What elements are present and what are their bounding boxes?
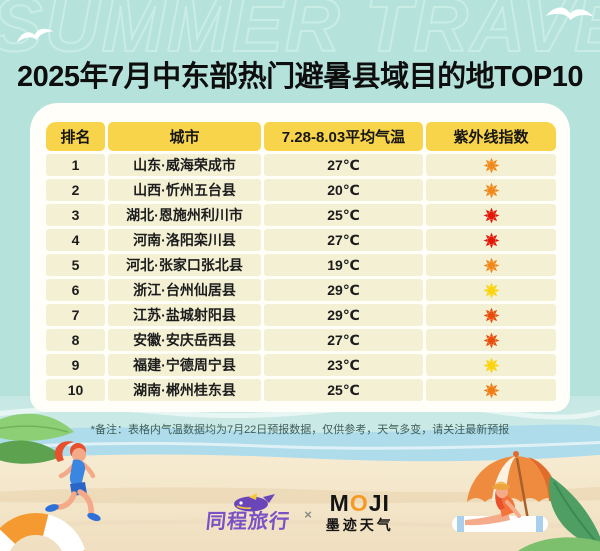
temp-cell: 19℃ [264, 254, 423, 276]
swim-ring-icon [0, 513, 86, 551]
palm-leaves-icon [0, 413, 74, 464]
temp-cell: 27℃ [264, 329, 423, 351]
rank-cell: 6 [46, 279, 105, 301]
seagull-icon [16, 28, 54, 43]
uv-cell [426, 329, 556, 351]
rank-cell: 9 [46, 354, 105, 376]
logo-separator: × [304, 507, 312, 522]
city-cell: 安徽·安庆岳西县 [108, 329, 261, 351]
col-header-city: 城市 [108, 122, 261, 151]
uv-cell [426, 179, 556, 201]
uv-cell [426, 204, 556, 226]
moji-o-ring: O [349, 490, 369, 516]
uv-cell [426, 354, 556, 376]
city-cell: 浙江·台州仙居县 [108, 279, 261, 301]
rank-cell: 4 [46, 229, 105, 251]
ranking-table: 排名 城市 7.28-8.03平均气温 紫外线指数 1 山东·威海荣成市 27℃… [46, 122, 556, 401]
uv-sun-icon [483, 332, 499, 348]
seagull-icon [545, 7, 594, 21]
col-header-avg-temp: 7.28-8.03平均气温 [264, 122, 423, 151]
tongcheng-logo: 同程旅行 [205, 493, 292, 533]
uv-cell [426, 229, 556, 251]
uv-sun-icon [483, 307, 499, 323]
temp-cell: 23℃ [264, 354, 423, 376]
uv-cell [426, 279, 556, 301]
footer-logos: 同程旅行 × MOJI 墨迹天气 [0, 490, 600, 534]
col-header-uv-index: 紫外线指数 [426, 122, 556, 151]
temp-cell: 29℃ [264, 279, 423, 301]
uv-sun-icon [483, 207, 499, 223]
rank-cell: 5 [46, 254, 105, 276]
running-woman-icon [45, 441, 101, 522]
uv-sun-icon [483, 182, 499, 198]
tongcheng-logo-text: 同程旅行 [205, 511, 292, 533]
rank-cell: 3 [46, 204, 105, 226]
footnote: *备注：表格内气温数据均为7月22日预报数据，仅供参考，天气多变，请关注最新预报 [90, 424, 510, 436]
city-cell: 河北·张家口张北县 [108, 254, 261, 276]
temp-cell: 20℃ [264, 179, 423, 201]
sitting-woman-icon [452, 481, 548, 532]
uv-cell [426, 304, 556, 326]
moji-logo: MOJI 墨迹天气 [325, 490, 394, 533]
rank-cell: 8 [46, 329, 105, 351]
rank-cell: 10 [46, 379, 105, 401]
temp-cell: 29℃ [264, 304, 423, 326]
rank-cell: 1 [46, 154, 105, 176]
uv-sun-icon [483, 232, 499, 248]
uv-sun-icon [483, 282, 499, 298]
city-cell: 江苏·盐城射阳县 [108, 304, 261, 326]
temp-cell: 27℃ [264, 154, 423, 176]
uv-sun-icon [483, 357, 499, 373]
col-header-rank: 排名 [46, 122, 105, 151]
temp-cell: 25℃ [264, 204, 423, 226]
city-cell: 福建·宁德周宁县 [108, 354, 261, 376]
rank-cell: 2 [46, 179, 105, 201]
tropical-leaf-icon [518, 476, 600, 551]
city-cell: 山东·威海荣成市 [108, 154, 261, 176]
watermark-summer-travel: SUMMER TRAVEL [0, 0, 600, 69]
uv-cell [426, 254, 556, 276]
moji-logo-chinese: 墨迹天气 [325, 517, 394, 533]
temp-cell: 27℃ [264, 229, 423, 251]
city-cell: 河南·洛阳栾川县 [108, 229, 261, 251]
uv-cell [426, 379, 556, 401]
city-cell: 山西·忻州五台县 [108, 179, 261, 201]
uv-sun-icon [483, 382, 499, 398]
temp-cell: 25℃ [264, 379, 423, 401]
page-title: 2025年7月中东部热门避暑县域目的地TOP10 [17, 61, 584, 93]
uv-cell [426, 154, 556, 176]
uv-sun-icon [483, 257, 499, 273]
city-cell: 湖南·郴州桂东县 [108, 379, 261, 401]
ranking-card: 排名 城市 7.28-8.03平均气温 紫外线指数 1 山东·威海荣成市 27℃… [30, 103, 570, 412]
rank-cell: 7 [46, 304, 105, 326]
moji-logo-wordmark: MOJI [329, 490, 390, 516]
tongcheng-whale-icon [234, 493, 276, 512]
beach-scene-illustration [0, 396, 600, 551]
city-cell: 湖北·恩施州利川市 [108, 204, 261, 226]
uv-sun-icon [483, 157, 499, 173]
